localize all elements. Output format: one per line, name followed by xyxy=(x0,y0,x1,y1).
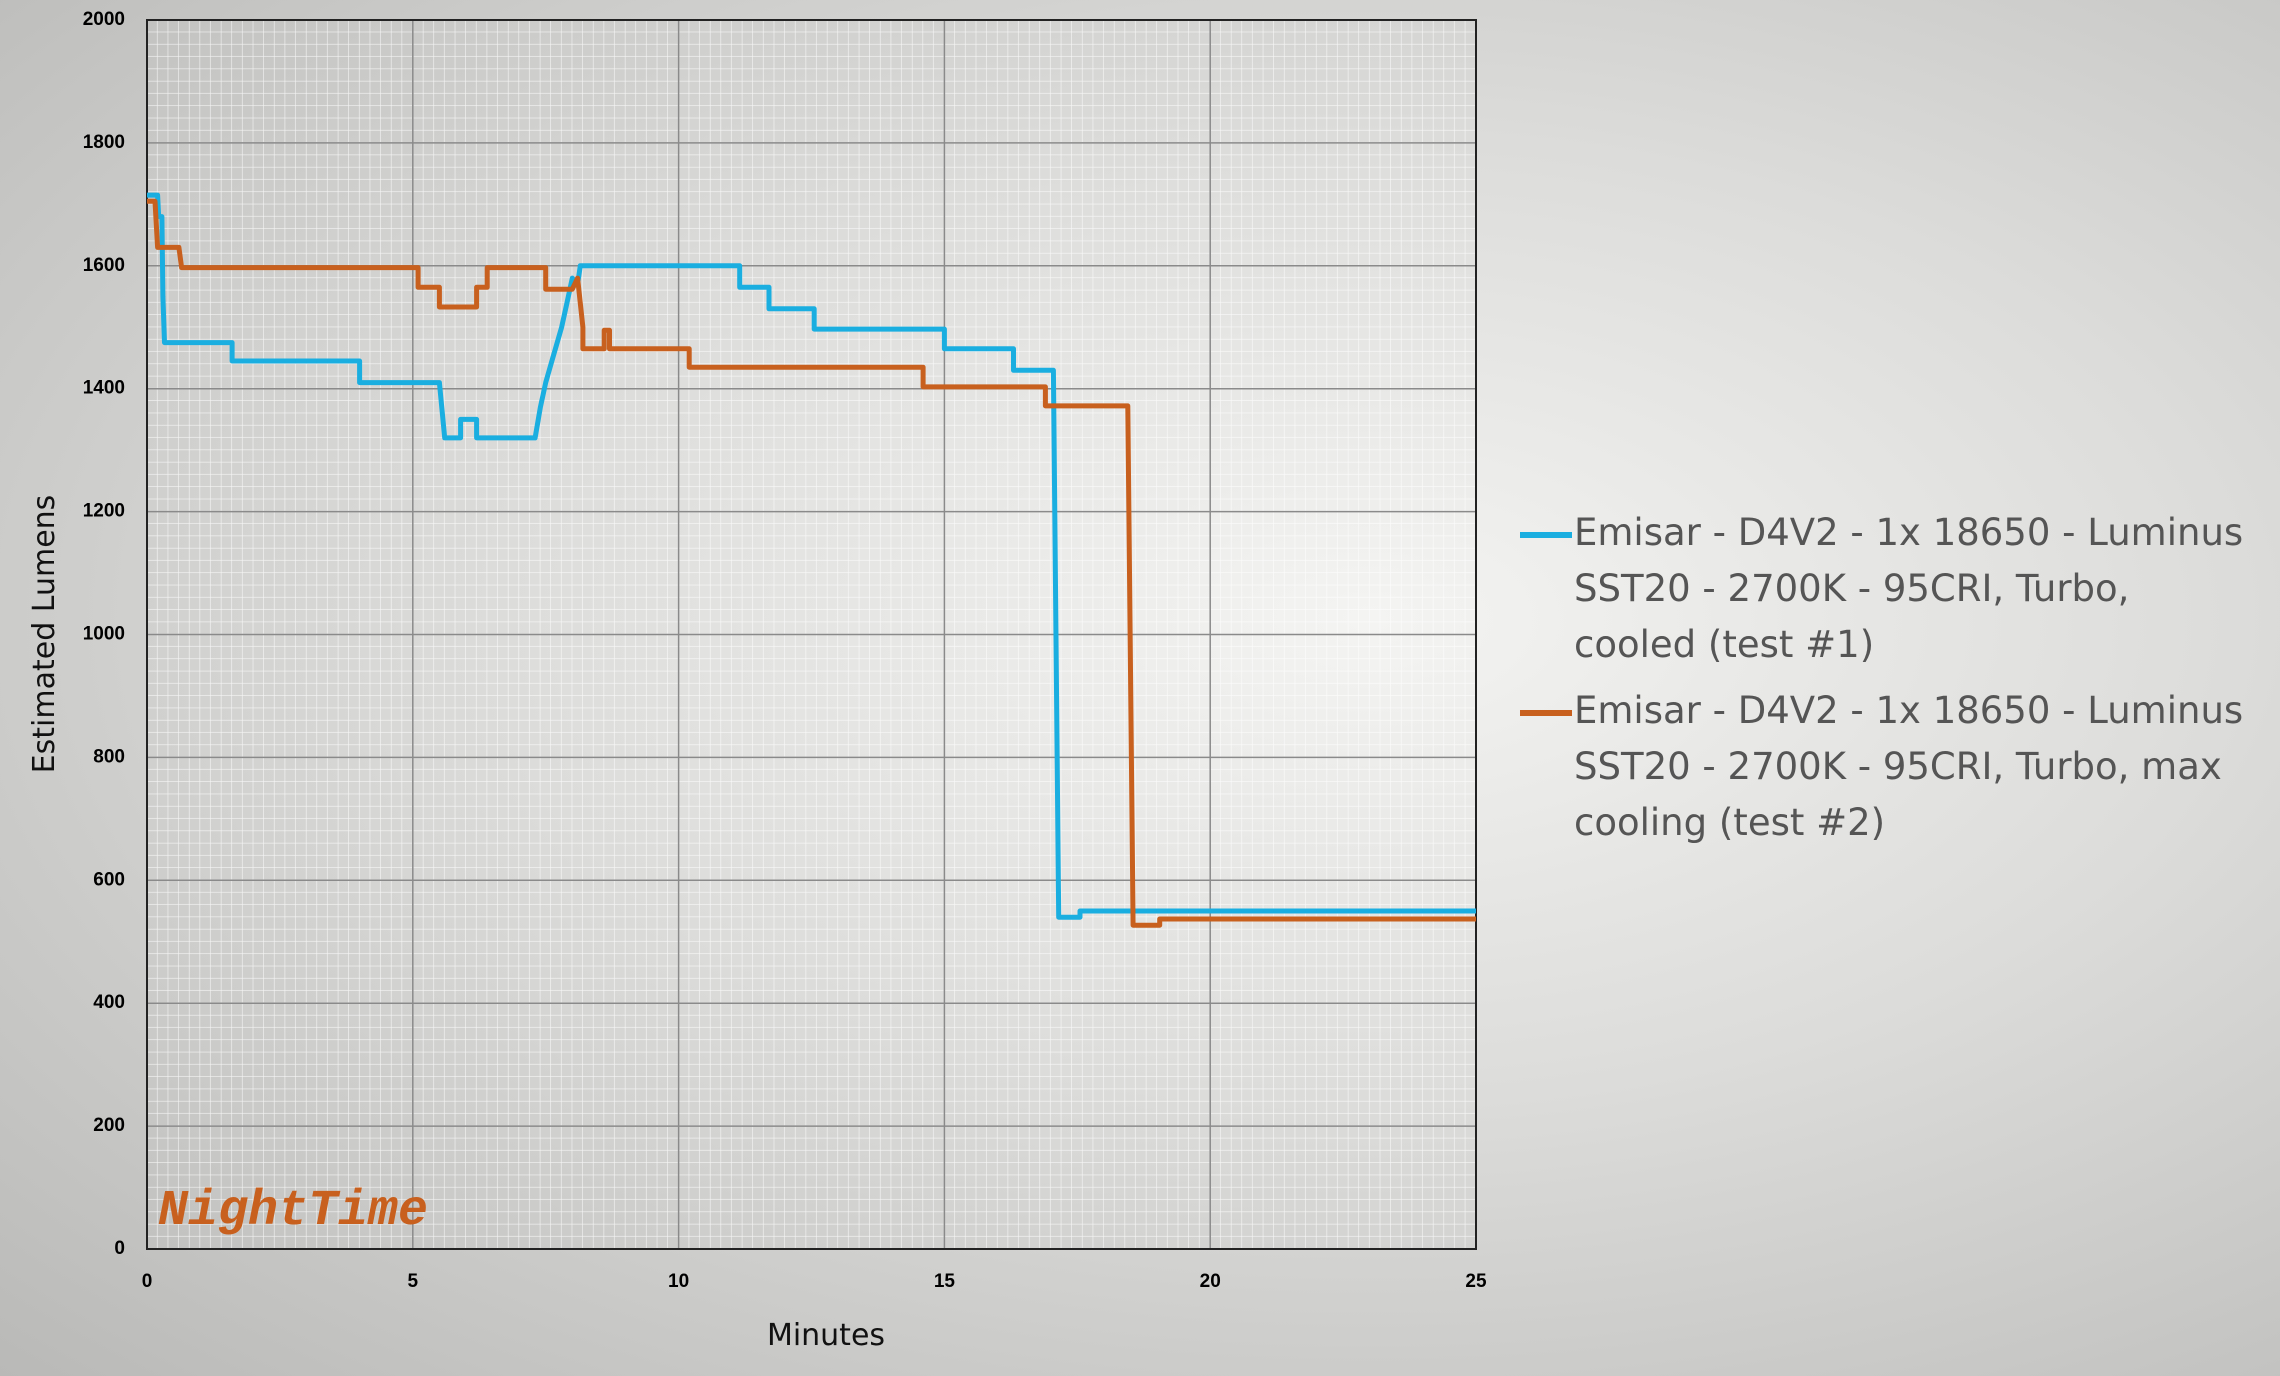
y-tick-label: 400 xyxy=(93,992,125,1013)
y-tick-label: 1600 xyxy=(83,255,125,276)
series-line xyxy=(147,192,1476,920)
y-tick-label: 1400 xyxy=(83,378,125,399)
y-tick-label: 1200 xyxy=(83,501,125,522)
x-tick-label: 10 xyxy=(668,1271,689,1292)
y-tick-label: 800 xyxy=(93,746,125,767)
legend-swatch xyxy=(1520,710,1572,716)
series-line xyxy=(147,198,1476,928)
x-tick-label: 5 xyxy=(408,1271,419,1292)
legend: Emisar - D4V2 - 1x 18650 - Luminus SST20… xyxy=(1520,505,2260,861)
x-tick-label: 20 xyxy=(1200,1271,1221,1292)
y-tick-label: 0 xyxy=(114,1238,125,1259)
y-tick-label: 1800 xyxy=(83,132,125,153)
legend-label: Emisar - D4V2 - 1x 18650 - Luminus SST20… xyxy=(1574,511,2244,666)
x-tick-label: 0 xyxy=(142,1271,153,1292)
x-tick-label: 15 xyxy=(934,1271,956,1292)
x-tick-label: 25 xyxy=(1465,1271,1487,1292)
y-tick-label: 600 xyxy=(93,869,125,890)
legend-swatch xyxy=(1520,532,1572,538)
y-axis-label: Estimated Lumens xyxy=(27,495,62,774)
legend-entry: Emisar - D4V2 - 1x 18650 - Luminus SST20… xyxy=(1520,505,2260,673)
watermark: NightTime xyxy=(158,1183,428,1240)
plot-frame xyxy=(146,19,1477,1250)
x-axis-label: Minutes xyxy=(767,1318,885,1353)
y-tick-label: 2000 xyxy=(83,9,125,30)
y-tick-label: 1000 xyxy=(83,624,125,645)
legend-entry: Emisar - D4V2 - 1x 18650 - Luminus SST20… xyxy=(1520,683,2260,851)
legend-label: Emisar - D4V2 - 1x 18650 - Luminus SST20… xyxy=(1574,689,2244,844)
y-tick-label: 200 xyxy=(93,1115,125,1136)
